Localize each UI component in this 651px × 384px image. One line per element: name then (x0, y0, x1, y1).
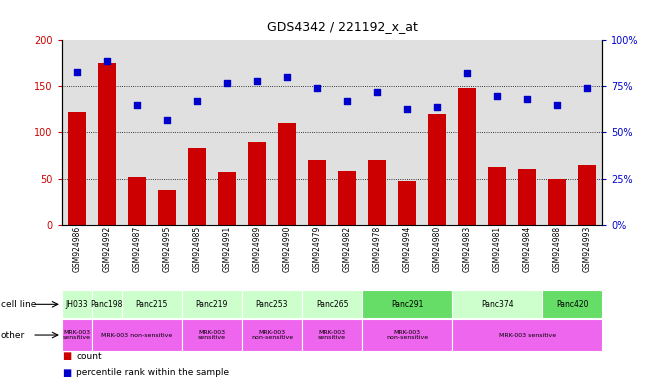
Text: percentile rank within the sample: percentile rank within the sample (76, 368, 229, 377)
Text: JH033: JH033 (66, 300, 88, 309)
Bar (278, 123, 296, 225)
Bar (122, 291, 182, 318)
Bar (62, 319, 92, 351)
Point (282, 74, 292, 80)
Bar (452, 319, 602, 351)
Bar (338, 171, 356, 225)
Text: Panc374: Panc374 (481, 300, 514, 309)
Text: other: other (1, 331, 25, 339)
Text: Panc420: Panc420 (556, 300, 589, 309)
Text: ■: ■ (62, 367, 71, 377)
Text: Panc219: Panc219 (196, 300, 228, 309)
Bar (218, 172, 236, 225)
Text: Panc215: Panc215 (135, 300, 168, 309)
Point (552, 102, 562, 108)
Bar (362, 319, 452, 351)
Bar (68, 112, 86, 225)
Point (102, 58, 112, 64)
Point (432, 104, 442, 110)
Bar (62, 291, 92, 318)
Text: MRK-003
sensitive: MRK-003 sensitive (318, 329, 346, 341)
Point (161, 116, 172, 122)
Bar (302, 291, 362, 318)
Text: MRK-003 non-sensitive: MRK-003 non-sensitive (102, 333, 173, 338)
Text: count: count (76, 352, 102, 361)
Bar (182, 291, 242, 318)
Bar (488, 167, 506, 225)
Point (252, 78, 262, 84)
Bar (548, 179, 566, 225)
Point (462, 70, 473, 76)
Bar (452, 291, 542, 318)
Bar (92, 291, 122, 318)
Point (402, 106, 412, 112)
Bar (182, 319, 242, 351)
Text: MRK-003
non-sensitive: MRK-003 non-sensitive (386, 329, 428, 341)
Point (492, 93, 503, 99)
Text: ■: ■ (62, 351, 71, 361)
Point (372, 89, 382, 95)
Text: MRK-003
non-sensitive: MRK-003 non-sensitive (251, 329, 293, 341)
Bar (518, 169, 536, 225)
Text: GDS4342 / 221192_x_at: GDS4342 / 221192_x_at (267, 20, 418, 33)
Bar (428, 114, 446, 225)
Bar (158, 190, 176, 225)
Point (72, 69, 82, 75)
Bar (362, 291, 452, 318)
Point (191, 98, 202, 104)
Text: MRK-003 sensitive: MRK-003 sensitive (499, 333, 556, 338)
Point (222, 79, 232, 86)
Text: cell line: cell line (1, 300, 36, 309)
Bar (542, 291, 602, 318)
Bar (128, 177, 146, 225)
Bar (248, 142, 266, 225)
Text: Panc198: Panc198 (90, 300, 123, 309)
Point (522, 96, 533, 103)
Point (312, 85, 322, 91)
Bar (188, 148, 206, 225)
Bar (308, 160, 326, 225)
Bar (578, 165, 596, 225)
Bar (98, 63, 116, 225)
Point (342, 98, 352, 104)
Point (132, 102, 142, 108)
Text: Panc253: Panc253 (256, 300, 288, 309)
Bar (368, 160, 386, 225)
Bar (242, 319, 302, 351)
Text: Panc265: Panc265 (316, 300, 348, 309)
Bar (242, 291, 302, 318)
Text: MRK-003
sensitive: MRK-003 sensitive (63, 329, 91, 341)
Bar (92, 319, 182, 351)
Point (582, 85, 592, 91)
Text: MRK-003
sensitive: MRK-003 sensitive (198, 329, 226, 341)
Bar (458, 88, 476, 225)
Text: Panc291: Panc291 (391, 300, 423, 309)
Bar (398, 181, 416, 225)
Bar (302, 319, 362, 351)
